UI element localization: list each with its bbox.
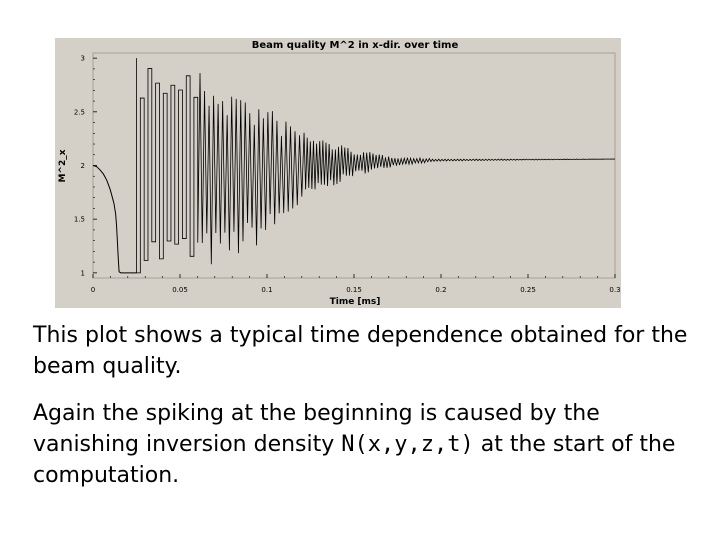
chart-title: Beam quality M^2 in x-dir. over time bbox=[252, 40, 459, 51]
y-tick-label: 2 bbox=[81, 162, 85, 170]
chart-panel: Beam quality M^2 in x-dir. over time M^2… bbox=[55, 38, 621, 308]
x-tick-label: 0.25 bbox=[520, 286, 536, 294]
caption-formula: N(x,y,z,t) bbox=[341, 432, 474, 457]
x-tick-label: 0.05 bbox=[172, 286, 188, 294]
series-initial-line bbox=[92, 165, 137, 274]
y-tick-label: 1 bbox=[81, 269, 85, 277]
y-tick-label: 1.5 bbox=[74, 216, 85, 224]
x-tick-label: 0 bbox=[91, 286, 95, 294]
y-tick-label: 3 bbox=[81, 55, 85, 63]
x-axis-label: Time [ms] bbox=[330, 297, 381, 307]
plot-area: 1 1.5 2 2.5 3 0 0.05 0.1 0.15 0.2 0.25 0.3 bbox=[74, 52, 621, 294]
x-tick-label: 0.2 bbox=[435, 286, 446, 294]
x-tick-label: 0.3 bbox=[609, 286, 620, 294]
caption-paragraph-1: This plot shows a typical time dependenc… bbox=[33, 323, 688, 379]
x-tick-label: 0.15 bbox=[346, 286, 362, 294]
caption-term: inversion density bbox=[145, 432, 342, 457]
beam-quality-chart: Beam quality M^2 in x-dir. over time M^2… bbox=[58, 40, 621, 307]
x-tick-label: 0.1 bbox=[261, 286, 272, 294]
y-tick-label: 2.5 bbox=[74, 108, 85, 116]
caption-paragraph-2: Again the spiking at the beginning is ca… bbox=[33, 398, 693, 491]
caption-text-start: Again the spiking at the beginning is ca… bbox=[33, 401, 600, 457]
caption-text-end: at the start of the computation. bbox=[33, 432, 676, 488]
series-spiking-line bbox=[136, 58, 615, 274]
y-axis-label: M^2_x bbox=[58, 149, 68, 182]
